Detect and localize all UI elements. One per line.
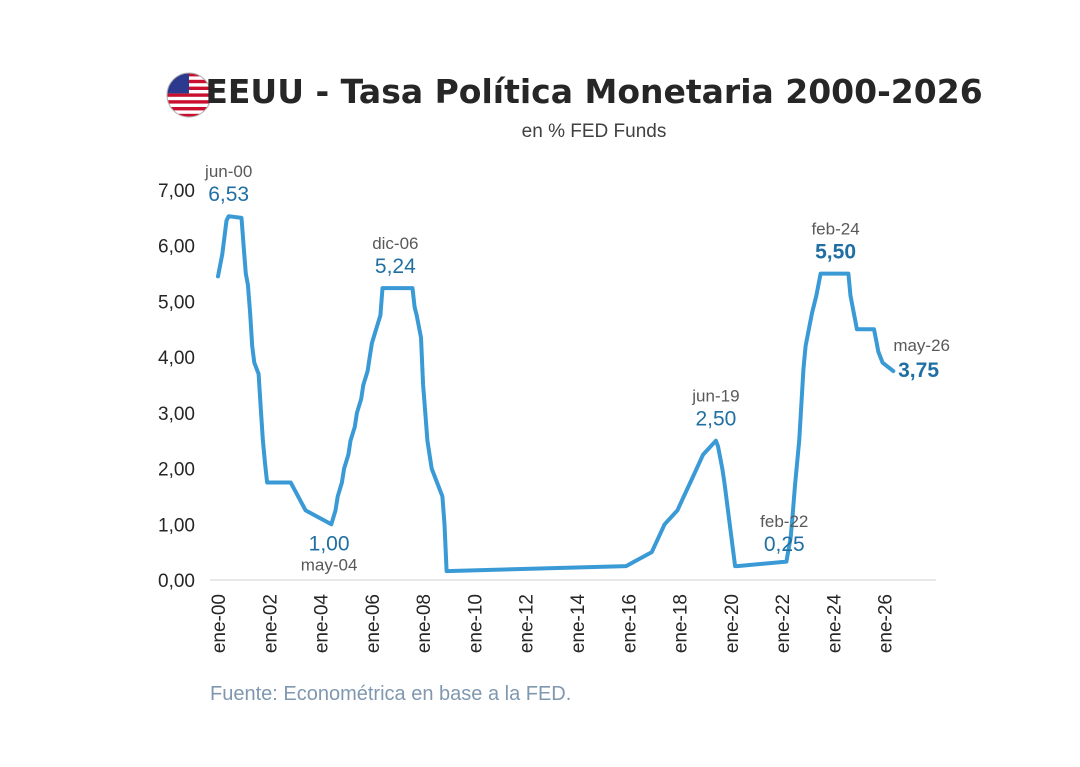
- series-line: [216, 214, 896, 574]
- annotation-value-label: 5,24: [375, 255, 416, 278]
- annotation-date-label: may-26: [893, 336, 950, 355]
- x-tick-label: ene-04: [312, 594, 333, 654]
- x-tick-label: ene-14: [568, 594, 589, 654]
- x-tick-label: ene-12: [517, 594, 538, 653]
- y-axis: 0,00 1,00 2,00 3,00 4,00 5,00 6,00 7,00: [158, 181, 195, 592]
- annotation-value-label: 5,50: [815, 241, 856, 264]
- x-tick-label: ene-02: [260, 594, 281, 653]
- y-tick-label: 1,00: [158, 515, 195, 536]
- x-tick-label: ene-06: [363, 594, 384, 653]
- annotation-date-label: may-04: [301, 555, 358, 574]
- annotation-value-label: 3,75: [898, 359, 939, 382]
- x-tick-label: ene-18: [671, 594, 692, 653]
- series-fed-funds: [216, 214, 896, 574]
- annotation-value-label: 6,53: [208, 183, 249, 206]
- x-axis: ene-00 ene-02 ene-04 ene-06 ene-08 ene-10 ene-…: [209, 579, 936, 654]
- x-tick-label: ene-24: [824, 594, 845, 654]
- x-tick-label: ene-00: [209, 594, 230, 653]
- annotation-date-label: jun-19: [691, 387, 739, 406]
- annotation-date-label: feb-22: [760, 512, 808, 531]
- chart-title: EEUU - Tasa Política Monetaria 2000-2026: [205, 72, 982, 111]
- annotations: jun-00 6,53 dic-06 5,24 may-041,00 jun-19 2,50…: [204, 162, 950, 574]
- x-tick-label: ene-10: [465, 594, 486, 653]
- annotation-date-label: jun-00: [204, 162, 252, 181]
- annotation-value-label: 2,50: [695, 408, 736, 431]
- annotation-value-label: 0,25: [764, 533, 805, 556]
- y-tick-label: 2,00: [158, 460, 195, 481]
- source-note: Fuente: Econométrica en base a la FED.: [210, 683, 571, 705]
- x-tick-label: ene-20: [722, 594, 743, 653]
- y-tick-label: 7,00: [158, 181, 195, 202]
- us-flag-icon: [166, 72, 212, 118]
- y-tick-label: 0,00: [158, 571, 195, 592]
- annotation-date-label: feb-24: [811, 220, 859, 239]
- y-tick-label: 6,00: [158, 237, 195, 258]
- y-tick-label: 4,00: [158, 348, 195, 369]
- y-tick-label: 3,00: [158, 404, 195, 425]
- y-tick-label: 5,00: [158, 292, 195, 313]
- chart-subtitle: en % FED Funds: [522, 121, 667, 142]
- annotation-value-label: 1,00: [309, 532, 350, 555]
- annotation-date-label: dic-06: [372, 234, 418, 253]
- x-tick-label: ene-08: [414, 594, 435, 653]
- x-tick-label: ene-16: [619, 594, 640, 653]
- x-tick-label: ene-26: [876, 594, 897, 653]
- x-tick-label: ene-22: [773, 594, 794, 653]
